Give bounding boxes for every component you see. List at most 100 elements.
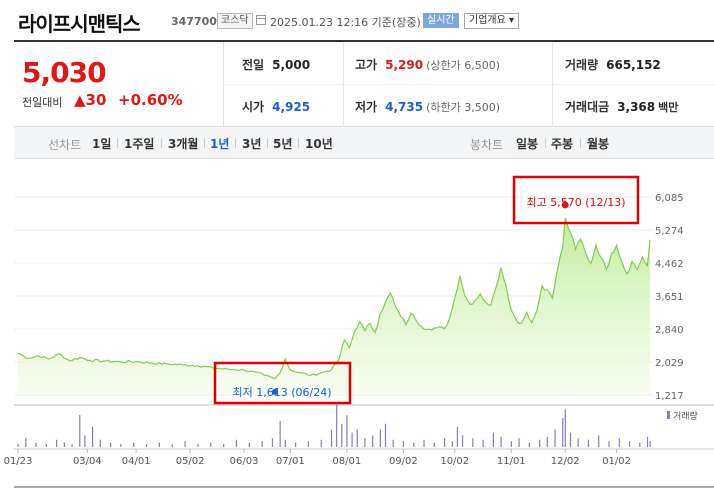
toolbar-separator	[235, 138, 236, 148]
y-tick-label: 2,029	[655, 358, 684, 369]
volume-bar	[99, 439, 101, 447]
volume-bar	[56, 439, 58, 447]
y-tick-label: 4,462	[655, 259, 684, 270]
high-label: 고가	[355, 58, 378, 72]
low-label: 저가	[355, 100, 378, 114]
volume-bar	[346, 415, 348, 447]
volume-label: 거래량	[565, 58, 599, 72]
low-highlight-box	[213, 361, 352, 405]
period-10y[interactable]: 10년	[305, 137, 333, 151]
volume-bar	[261, 441, 263, 447]
volume-bar	[587, 439, 590, 447]
realtime-button[interactable]: 실시간	[423, 13, 459, 28]
volume-bar	[92, 426, 94, 447]
volume-bar	[364, 438, 366, 447]
stock-header: 라이프시맨틱스 347700 코스닥 2025.01.23 12:16 기준(장…	[0, 0, 714, 40]
volume-bar	[569, 432, 572, 447]
period-3y[interactable]: 3년	[242, 137, 262, 151]
summary-col-divider	[552, 42, 553, 126]
period-1d[interactable]: 1일	[92, 137, 112, 151]
volume-bar	[539, 439, 541, 447]
volume-bar	[546, 436, 548, 447]
calendar-icon	[256, 15, 266, 25]
volume-bar	[341, 423, 343, 447]
volume-bar	[248, 442, 250, 447]
toolbar-separator	[161, 138, 162, 148]
company-info-button[interactable]: 기업개요 ▾	[464, 13, 519, 29]
high-cell: 고가 5,290 (상한가 6,500)	[355, 56, 500, 73]
volume-bar	[443, 438, 446, 447]
volume-bar	[158, 442, 161, 447]
toolbar-separator	[298, 138, 299, 148]
volume-bar	[423, 439, 425, 447]
x-tick-label: 07/01	[276, 456, 305, 467]
volume-bar	[392, 439, 394, 447]
volume-bar	[384, 423, 387, 447]
volume-bar	[528, 442, 530, 447]
y-axis-labels: 6,085 5,274 4,462 3,651 2,840 2,029 1,217	[655, 193, 684, 402]
volume-bar	[461, 435, 464, 447]
volume-bar	[294, 442, 297, 447]
volume-bar	[451, 441, 453, 447]
summary-row-divider	[223, 84, 714, 85]
low-cell: 저가 4,735 (하한가 3,500)	[355, 98, 500, 115]
current-price: 5,030	[22, 56, 107, 89]
line-chart-label: 선차트	[48, 138, 82, 152]
volume-bar	[554, 429, 556, 447]
volume-bar	[518, 438, 520, 447]
candle-monthly[interactable]: 월봉	[587, 137, 610, 151]
high-annotation: 최고 5,570 (12/13)	[526, 196, 625, 209]
period-1w[interactable]: 1주일	[124, 137, 155, 151]
turnover-unit: 백만	[658, 101, 679, 114]
volume-value: 665,152	[606, 58, 661, 72]
volume-bar	[433, 442, 435, 447]
period-1y[interactable]: 1년	[210, 137, 230, 151]
x-tick-label: 11/01	[497, 456, 526, 467]
candle-daily[interactable]: 일봉	[516, 137, 539, 151]
volume-bar	[562, 418, 564, 447]
open-cell: 시가 4,925	[242, 98, 310, 115]
prev-close-value: 5,000	[272, 58, 311, 72]
turnover-cell: 거래대금 3,368 백만	[565, 98, 678, 115]
x-tick-label: 03/04	[73, 456, 102, 467]
x-axis-labels: 01/23 03/04 04/01 05/02 06/03 07/01 08/01 09/02…	[4, 449, 631, 467]
stock-name: 라이프시맨틱스	[18, 12, 141, 36]
period-3m[interactable]: 3개월	[168, 137, 199, 151]
volume-bar	[500, 436, 502, 447]
open-value: 4,925	[272, 100, 311, 114]
x-tick-label: 09/02	[389, 456, 418, 467]
volume-bar	[279, 420, 281, 447]
volume-bar	[646, 436, 649, 447]
volume-bar	[351, 432, 353, 447]
volume-bar	[618, 438, 620, 447]
volume-bar	[35, 442, 37, 447]
volume-bar	[184, 441, 186, 447]
y-tick-label: 2,840	[655, 325, 684, 336]
prev-close-cell: 전일 5,000	[242, 56, 310, 73]
volume-bar	[379, 429, 381, 447]
volume-bar	[71, 444, 73, 447]
turnover-label: 거래대금	[565, 100, 610, 114]
volume-bar	[336, 403, 338, 447]
candle-weekly[interactable]: 주봉	[551, 137, 574, 151]
x-tick-label: 04/01	[122, 456, 151, 467]
x-tick-label: 10/02	[440, 456, 469, 467]
volume-bar	[456, 426, 459, 447]
volume-bar	[84, 435, 86, 447]
volume-bar	[133, 442, 135, 447]
toolbar-separator	[117, 138, 118, 148]
x-tick-label: 05/02	[176, 456, 205, 467]
high-marker	[561, 201, 569, 209]
volume-bar	[223, 444, 225, 447]
toolbar-separator	[545, 138, 546, 148]
high-highlight-box	[512, 175, 640, 225]
price-line	[17, 217, 651, 380]
volume-bar	[271, 438, 274, 447]
lower-limit: (하한가 3,500)	[426, 101, 500, 114]
y-tick-label: 1,217	[655, 391, 684, 402]
volume-bar	[145, 444, 148, 447]
price-chart: 6,085 5,274 4,462 3,651 2,840 2,029 1,217 최저 1…	[4, 175, 714, 488]
price-summary: 5,030 전일대비 ▲30 +0.60% 전일 5,000 시가 4,925 고가…	[14, 42, 714, 127]
period-5y[interactable]: 5년	[273, 137, 293, 151]
volume-legend: 거래량	[673, 410, 698, 422]
